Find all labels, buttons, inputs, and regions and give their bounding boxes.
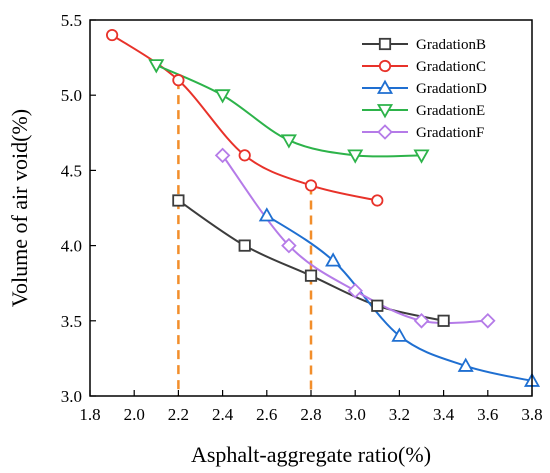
point-gradationb-3: [371, 299, 384, 312]
point-gradationd-2: [391, 327, 408, 342]
x-tick-label-1: 2.0: [124, 405, 145, 424]
point-gradatione-0: [148, 59, 165, 74]
point-gradationf-0: [214, 147, 231, 164]
x-tick-label-4: 2.6: [256, 405, 277, 424]
point-gradationf-1: [281, 237, 297, 254]
point-gradatione-4: [413, 149, 430, 164]
point-gradationf-4: [480, 313, 496, 329]
legend-label-3: GradationE: [416, 103, 485, 119]
point-gradationb-4: [437, 314, 450, 327]
y-tick-label-1: 3.5: [61, 312, 82, 331]
point-gradationf-3: [413, 313, 430, 329]
point-gradationc-2: [238, 149, 251, 162]
point-gradationc-1: [172, 74, 185, 87]
x-tick-label-9: 3.6: [477, 405, 498, 424]
point-gradatione-3: [347, 149, 364, 164]
y-tick-label-4: 5.0: [61, 86, 82, 105]
y-axis-title: Volume of air void(%): [7, 109, 32, 307]
reference-lines: [177, 80, 313, 396]
x-tick-label-5: 2.8: [300, 405, 321, 424]
point-gradatione-1: [214, 89, 231, 104]
x-tick-label-6: 3.0: [345, 405, 366, 424]
point-gradationb-2: [304, 269, 318, 282]
x-tick-label-8: 3.4: [433, 405, 455, 424]
legend-label-2: GradationD: [416, 81, 487, 97]
y-tick-label-3: 4.5: [61, 161, 82, 180]
point-gradationd-3: [457, 357, 474, 372]
point-gradationc-0: [106, 28, 119, 42]
x-axis-title: Asphalt-aggregate ratio(%): [191, 442, 431, 467]
x-tick-label-7: 3.2: [389, 405, 410, 424]
y-tick-label-5: 5.5: [61, 11, 82, 30]
point-gradationd-1: [325, 252, 342, 267]
legend-label-1: GradationC: [416, 59, 486, 75]
legend-marker-4: [377, 124, 393, 140]
y-tick-label-2: 4.0: [61, 237, 82, 256]
series-line-gradationd: [266, 214, 533, 382]
point-gradationb-1: [238, 239, 251, 252]
point-gradationd-0: [258, 207, 275, 222]
point-gradationb-0: [172, 194, 185, 207]
legend-marker-0: [378, 37, 392, 51]
y-tick-label-0: 3.0: [61, 387, 82, 406]
point-gradationc-3: [304, 179, 318, 192]
series-markers: [106, 28, 541, 387]
axis-ticks: 1.8 2.0 2.2 2.4 2.6 2.8 3.0 3.2 3.4 3.6 3.8 3.0 3.5 4…: [61, 11, 543, 424]
x-tick-label-0: 1.8: [79, 405, 100, 424]
legend-label-0: GradationB: [416, 37, 486, 53]
legend-marker-1: [378, 59, 392, 73]
x-tick-label-3: 2.4: [212, 405, 234, 424]
point-gradationf-2: [347, 282, 363, 299]
legend-marker-3: [376, 104, 394, 119]
legend-label-4: GradationF: [416, 125, 484, 141]
point-gradationc-4: [371, 194, 384, 207]
legend: GradationB GradationC GradationD GradationE…: [362, 37, 487, 141]
x-tick-label-10: 3.8: [521, 405, 542, 424]
legend-marker-2: [376, 79, 394, 94]
point-gradatione-2: [280, 134, 297, 149]
x-tick-label-2: 2.2: [168, 405, 189, 424]
